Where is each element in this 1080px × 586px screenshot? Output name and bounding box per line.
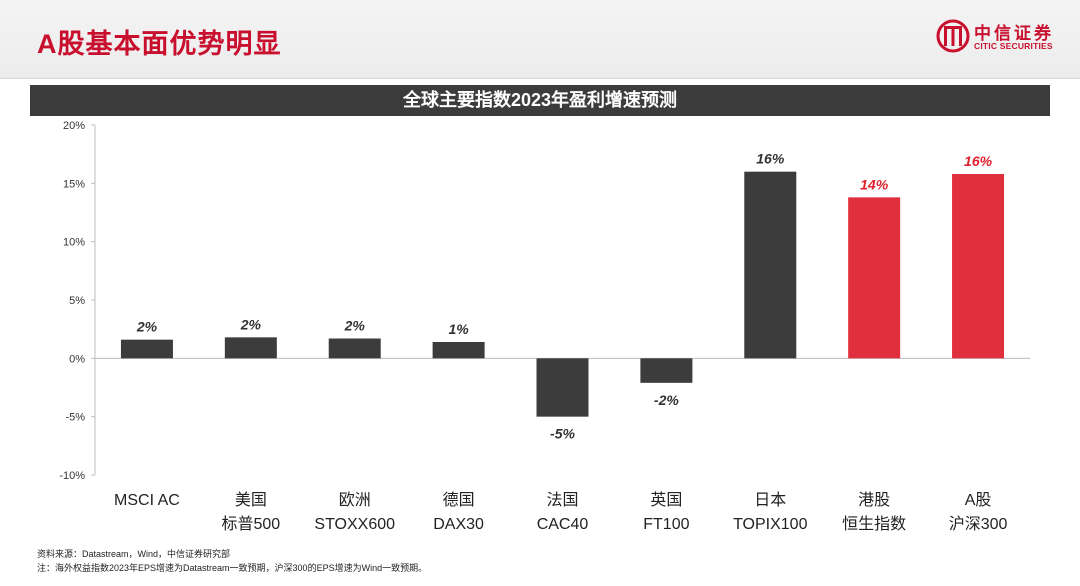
bar [328, 338, 381, 359]
bar [848, 197, 901, 359]
x-tick-label: 日本 [754, 491, 786, 509]
x-tick-label: 美国 [235, 491, 267, 509]
x-tick-label: TOPIX100 [733, 516, 808, 533]
page-title: A股基本面优势明显 [37, 29, 282, 59]
bar [120, 339, 173, 359]
bar [224, 337, 277, 359]
data-label: 1% [448, 321, 469, 337]
x-tick-label: 标普500 [221, 515, 280, 533]
method-note: 注：海外权益指数2023年EPS增速为Datastream一致预期，沪深300的… [37, 563, 428, 573]
y-tick-label: -10% [59, 470, 85, 482]
x-tick-label: CAC40 [537, 516, 589, 533]
data-label: -5% [550, 426, 575, 442]
x-tick-label: 沪深300 [949, 515, 1008, 533]
citic-logo-icon [936, 19, 970, 53]
bar [536, 358, 589, 417]
x-tick-label: FT100 [643, 516, 689, 533]
data-label: 2% [240, 316, 262, 332]
y-tick-label: 5% [69, 295, 85, 307]
x-tick-label: 法国 [546, 491, 578, 509]
bar [432, 342, 485, 359]
y-tick-label: 0% [69, 353, 85, 365]
data-label: 16% [964, 153, 993, 169]
y-tick-label: 10% [63, 237, 85, 249]
y-tick-label: -5% [65, 412, 85, 424]
logo-name-cn: 中信证券 [974, 24, 1054, 43]
chart-title: 全球主要指数2023年盈利增速预测 [30, 85, 1050, 116]
data-label: 16% [756, 151, 785, 167]
x-tick-label: STOXX600 [314, 516, 395, 533]
citic-logo: 中信证券 CITIC SECURITIES [936, 18, 1066, 58]
source-note: 资料来源：Datastream，Wind，中信证券研究部 [37, 549, 231, 559]
y-tick-label: 15% [63, 178, 85, 190]
x-tick-label: 英国 [650, 491, 682, 509]
x-tick-label: 港股 [858, 491, 890, 509]
bar [640, 358, 693, 383]
footnotes: 资料来源：Datastream，Wind，中信证券研究部 注：海外权益指数202… [37, 547, 427, 575]
bar [952, 174, 1005, 359]
y-tick-label: 20% [63, 120, 85, 132]
x-tick-label: 欧洲 [339, 491, 371, 509]
x-tick-label: MSCI AC [114, 492, 180, 509]
logo-name-en: CITIC SECURITIES [974, 41, 1053, 51]
page-header: A股基本面优势明显 中信证券 CITIC SECURITIES [0, 0, 1080, 79]
x-tick-label: A股 [965, 491, 992, 509]
data-label: 2% [136, 319, 158, 335]
bar [744, 171, 797, 359]
data-label: 2% [344, 318, 366, 334]
x-tick-label: 德国 [443, 491, 475, 509]
x-tick-label: DAX30 [433, 516, 484, 533]
data-label: 14% [860, 176, 889, 192]
x-tick-label: 恒生指数 [842, 515, 906, 533]
data-label: -2% [654, 392, 679, 408]
